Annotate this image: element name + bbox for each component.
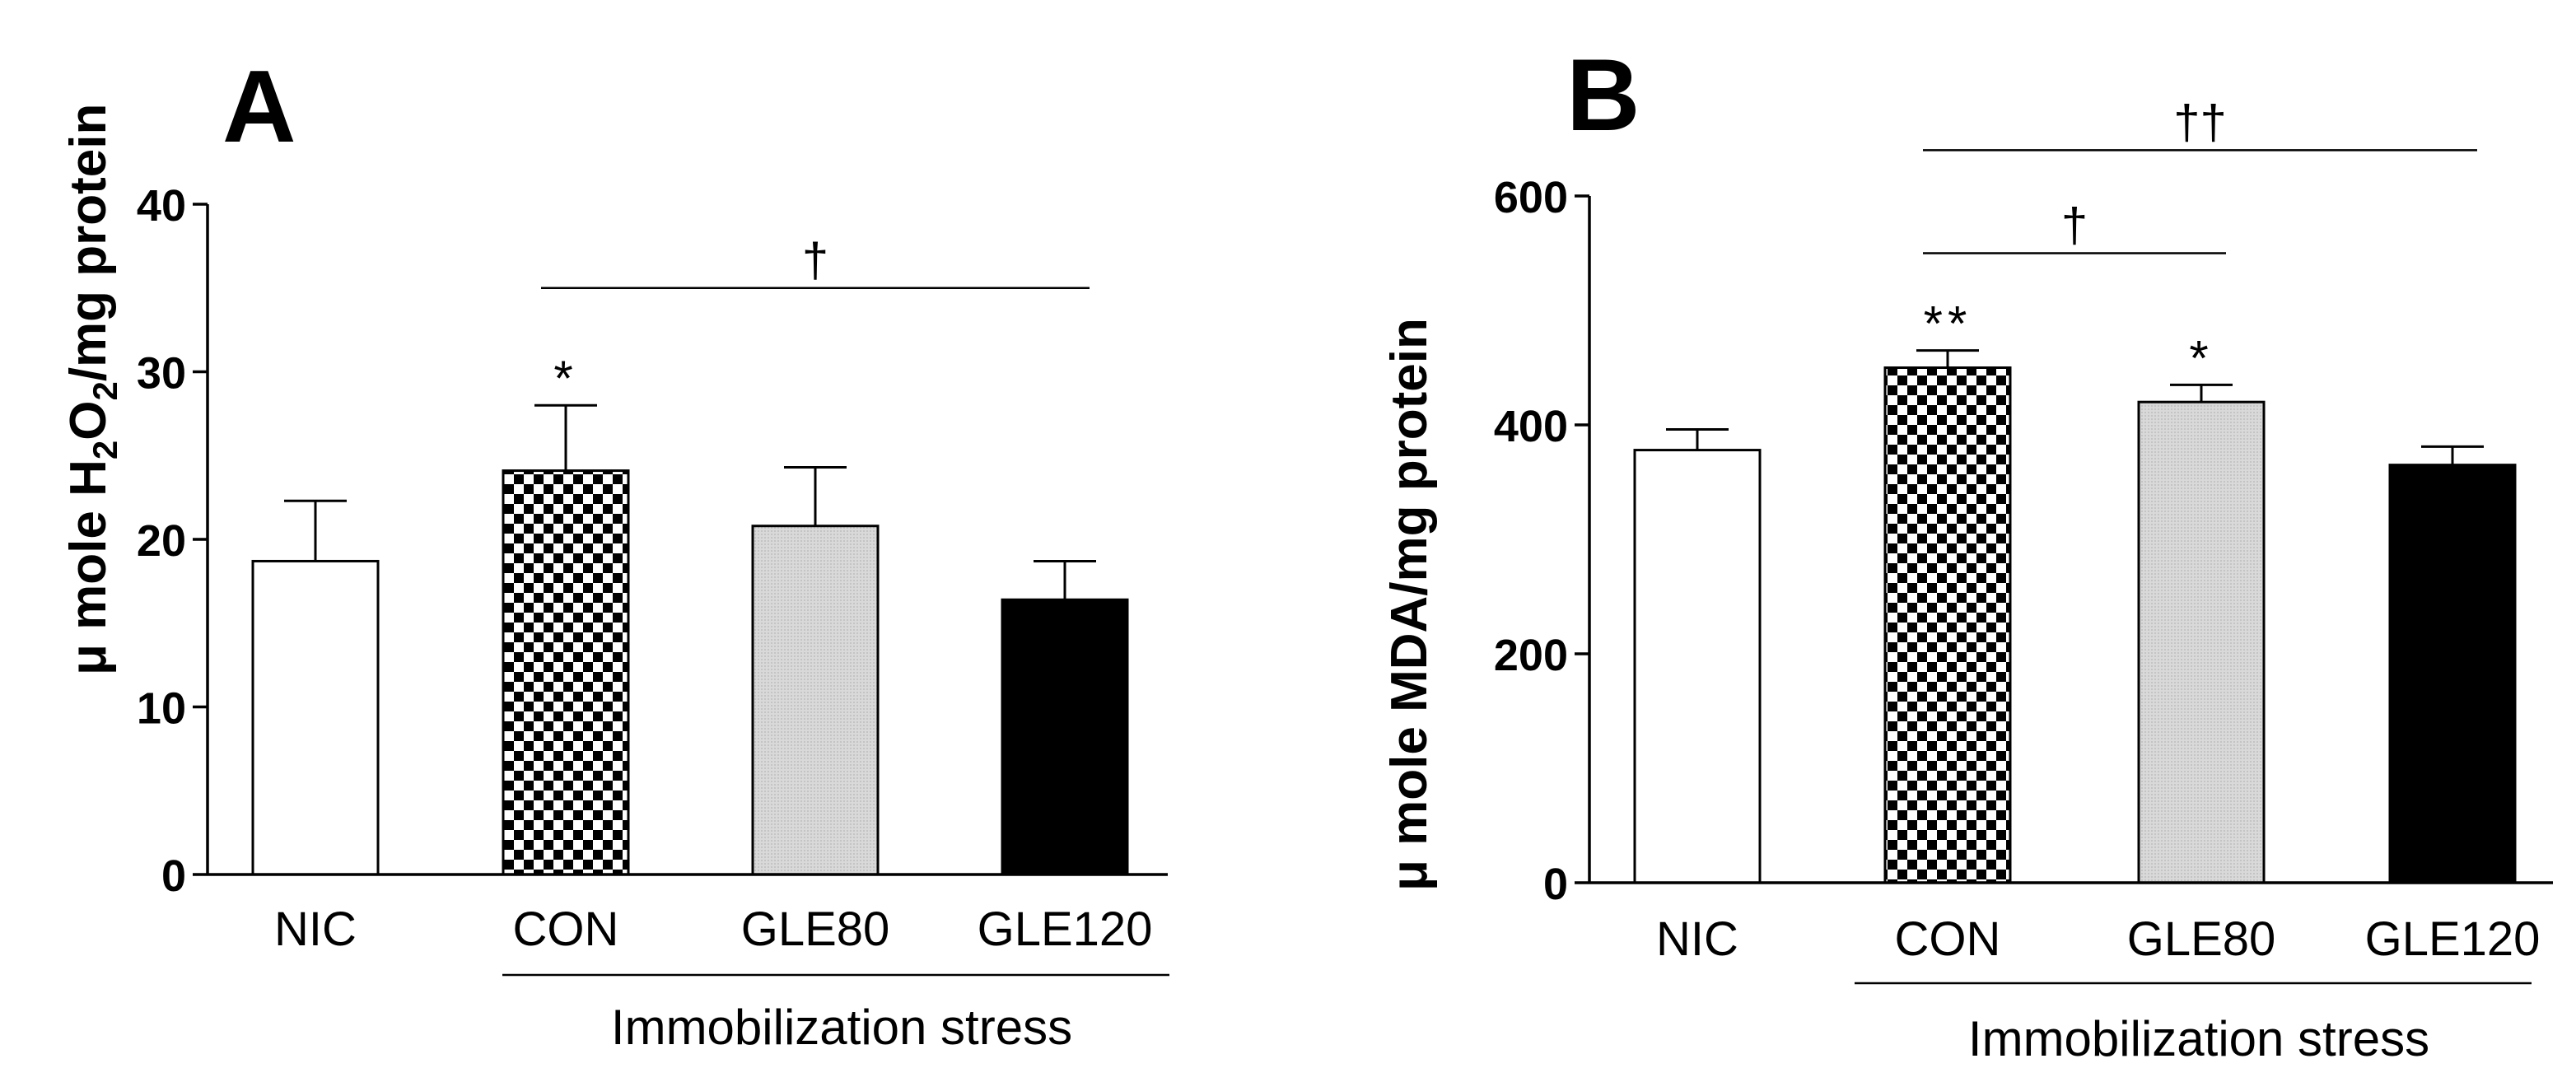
bar-b-nic xyxy=(1633,449,1762,884)
y-tick-label-a: 20 xyxy=(137,516,186,566)
panel-label-a: A xyxy=(222,50,296,164)
category-label-b: GLE120 xyxy=(2365,912,2541,966)
y-axis-label-a-sub2: 2 xyxy=(86,381,124,400)
y-axis-label-b: μ mole MDA/mg protein xyxy=(1381,318,1438,891)
bar-a-nic xyxy=(251,559,380,876)
bar-a-gle80 xyxy=(751,525,880,876)
y-axis-label-a-mid: O xyxy=(60,401,117,441)
category-label-b: GLE80 xyxy=(2127,912,2276,966)
y-tick-label-a: 40 xyxy=(137,181,186,231)
category-label-b: NIC xyxy=(1656,912,1738,966)
significance-mark-a: * xyxy=(553,351,577,406)
y-axis-label-b-prefix: μ mole MDA/mg protein xyxy=(1381,318,1438,891)
category-label-a: GLE120 xyxy=(978,902,1153,956)
tick-labels-a: 0 10 20 30 40 xyxy=(137,181,208,901)
bar-b-gle120 xyxy=(2388,464,2517,884)
y-tick-label-b: 400 xyxy=(1494,402,1568,451)
group-label-a: Immobilization stress xyxy=(611,1000,1072,1055)
y-tick-label-a: 0 xyxy=(161,851,186,901)
error-bars-a xyxy=(284,403,1096,600)
significance-marks-b: *** xyxy=(1924,296,2213,386)
bars-b xyxy=(1633,366,2517,884)
y-tick-label-b: 200 xyxy=(1494,631,1568,680)
tick-labels-b: 0 200 400 600 xyxy=(1494,173,1589,909)
significance-marks-a: * xyxy=(553,351,577,406)
chart-panel-b: B μ mole MDA/mg protein 0 200 400 600 NIC CO… xyxy=(1381,39,2553,1066)
y-tick-label-a: 10 xyxy=(137,684,186,734)
y-axis-label-a-sub1: 2 xyxy=(86,441,124,459)
y-axis-label-a-suffix: /mg protein xyxy=(60,104,117,382)
comparison-brackets-b: ††† xyxy=(1923,96,2477,254)
y-tick-label-b: 600 xyxy=(1494,173,1568,222)
significance-mark-b: ** xyxy=(1924,296,1972,352)
bar-b-con xyxy=(1883,366,2012,884)
y-tick-label-b: 0 xyxy=(1543,860,1568,909)
bar-a-con xyxy=(502,469,630,876)
axes-b xyxy=(1588,196,2553,884)
y-tick-label-a: 30 xyxy=(137,349,186,399)
category-labels-a: NIC CON GLE80 GLE120 xyxy=(274,902,1152,956)
significance-mark-b: * xyxy=(2189,330,2213,385)
panel-label-b: B xyxy=(1566,39,1640,152)
comparison-brackets-a: † xyxy=(541,234,1090,289)
error-bars-b xyxy=(1666,349,2484,465)
bar-b-gle80 xyxy=(2137,400,2266,884)
category-label-a: CON xyxy=(513,902,619,956)
bars-a xyxy=(251,469,1129,876)
category-label-a: NIC xyxy=(274,902,357,956)
comparison-bracket-label-b: † xyxy=(2061,199,2088,253)
comparison-bracket-label-b: †† xyxy=(2173,96,2227,149)
group-label-b: Immobilization stress xyxy=(1968,1011,2429,1066)
y-axis-label-a: μ mole H2O2/mg protein xyxy=(60,104,124,675)
bar-a-gle120 xyxy=(1001,598,1129,876)
category-label-b: CON xyxy=(1895,912,2001,966)
category-labels-b: NIC CON GLE80 GLE120 xyxy=(1656,912,2540,966)
category-label-a: GLE80 xyxy=(741,902,890,956)
comparison-bracket-label-a: † xyxy=(802,234,828,287)
y-axis-label-a-prefix: μ mole H xyxy=(60,459,117,675)
